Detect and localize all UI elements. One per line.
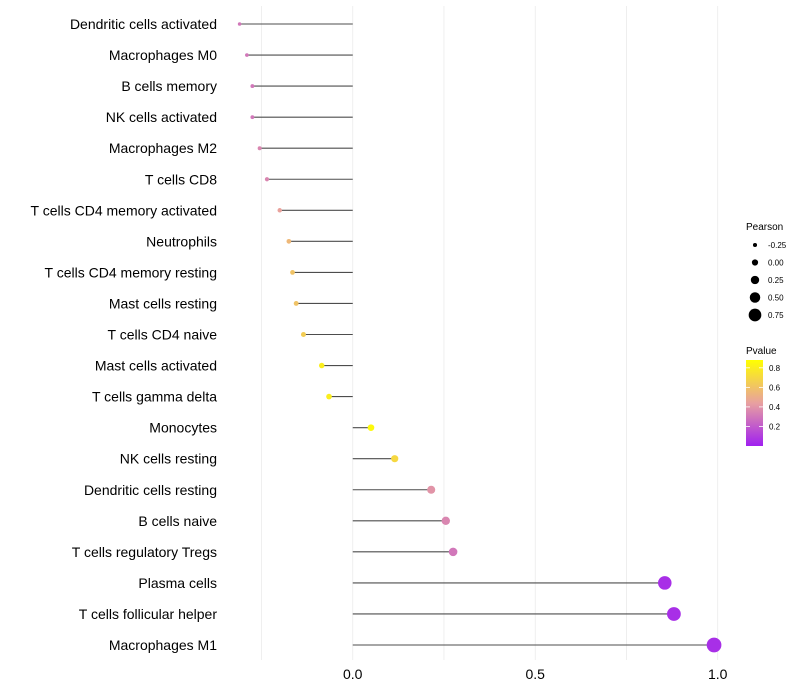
data-point [286,238,292,244]
data-point [391,455,399,463]
category-label: Mast cells activated [95,358,217,374]
x-tick-label: 0.0 [343,666,363,682]
data-point [367,424,375,431]
category-label: T cells CD8 [145,171,217,187]
legend-size-label: 0.50 [768,294,784,303]
legend-size-key [749,292,761,303]
legend-pearson-title: Pearson [746,222,783,233]
data-point [264,177,270,182]
legend-pvalue-title: Pvalue [746,346,777,357]
legend-pvalue-label: 0.4 [769,403,781,412]
category-label: B cells memory [121,78,217,94]
legend-size-label: 0.75 [768,311,784,320]
data-point [441,516,451,525]
category-label: Neutrophils [146,233,217,249]
data-point [245,53,249,57]
category-label: T cells CD4 naive [108,327,218,343]
category-label: NK cells activated [106,109,217,125]
category-label: Dendritic cells activated [70,16,217,32]
data-point [277,208,282,213]
legend-pvalue-label: 0.6 [769,383,781,392]
data-point [667,607,681,621]
data-point [326,393,332,400]
data-point [658,576,672,590]
category-label: T cells regulatory Tregs [72,544,217,560]
category-label: Plasma cells [138,575,217,591]
legend-size-key [750,275,760,285]
data-point [427,485,436,494]
legend-pvalue: Pvalue 0.8 0.6 0.4 0.2 [746,346,781,446]
legend-pvalue-label: 0.8 [769,364,781,373]
x-tick-label: 1.0 [708,666,728,682]
category-labels: Dendritic cells activated Macrophages M0 B… [31,16,218,653]
category-label: T cells follicular helper [79,606,218,622]
category-label: T cells gamma delta [92,389,217,405]
data-point [448,547,458,557]
data-point [250,84,255,89]
data-point [290,270,295,275]
pvalue-colorbar [746,360,763,446]
points [237,22,722,653]
segments [239,23,715,646]
legend-size-label: 0.25 [768,276,784,285]
data-point [250,115,255,120]
category-label: B cells naive [138,513,217,529]
category-label: Dendritic cells resting [84,482,217,498]
legend-pearson: Pearson -0.25 0.00 0.25 0.50 0.75 [746,222,787,322]
category-label: Mast cells resting [109,295,217,311]
category-label: Macrophages M1 [109,637,217,653]
grid-lines [261,6,719,660]
x-tick-label: 0.5 [525,666,545,682]
x-axis-ticks: 0.0 0.5 1.0 [343,666,728,682]
data-point [300,331,306,338]
data-point [237,22,242,26]
category-label: T cells CD4 memory resting [45,264,217,280]
data-point [257,146,262,151]
data-point [706,637,722,653]
legend-size-key [752,242,758,248]
legend-size-key [751,259,759,266]
data-point [293,301,299,306]
category-label: Monocytes [149,420,217,436]
legend-pvalue-label: 0.2 [769,422,781,431]
category-label: Macrophages M2 [109,140,217,156]
legend-size-key [748,308,762,322]
category-label: NK cells resting [120,451,217,467]
category-label: T cells CD4 memory activated [31,202,217,218]
legend-size-label: -0.25 [768,241,787,250]
legend-size-label: 0.00 [768,259,784,268]
data-point [318,362,325,369]
category-label: Macrophages M0 [109,47,217,63]
